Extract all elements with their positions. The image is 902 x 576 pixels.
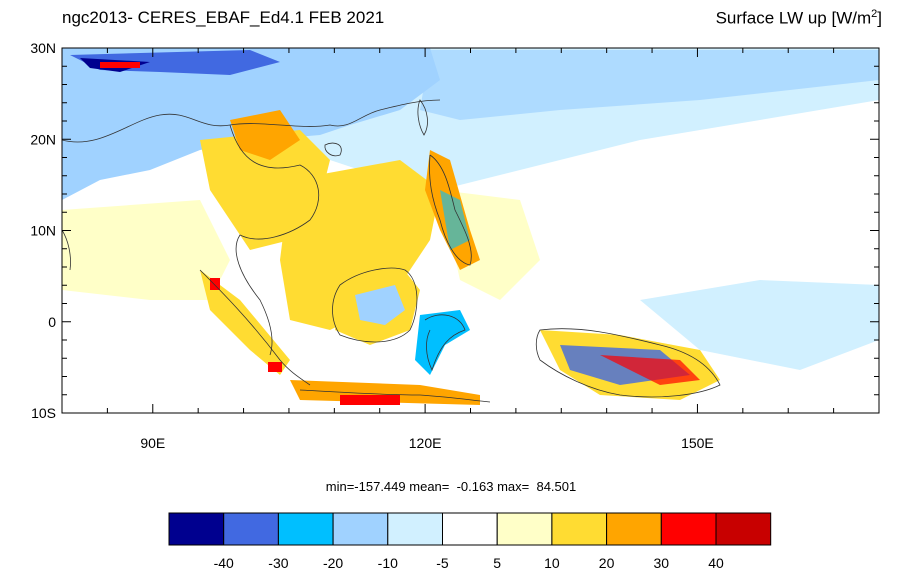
units-text: Surface LW up [W/m [715,8,872,28]
y-tick-label: 20N [30,131,56,147]
colorbar-box [277,512,334,546]
colorbar-label: 5 [493,555,501,571]
map-field-pale-1 [62,200,230,300]
coastline-sulawesi [424,314,466,372]
coastline-philippines [429,154,472,266]
coastline-mainland [62,99,441,143]
coastline-borneo [332,267,418,343]
x-tick-label: 90E [140,435,165,451]
coastline-java [299,389,491,403]
map-tick-labels: 30N 20N 10N 0 10S 90E 120E 150E [30,40,713,451]
colorbar-label: -20 [323,555,343,571]
colorbar-labels: -40 -30 -20 -10 -5 5 10 20 30 40 [214,555,724,571]
colorbar-box [332,512,389,546]
y-tick-label: 10S [31,405,56,421]
colorbar-box [442,512,498,546]
map-field-red-1 [340,395,400,405]
coastline-india [62,229,71,271]
units-close: ] [877,8,882,28]
map-ticks [61,47,880,414]
colorbar-box [551,512,608,546]
y-tick-label: 0 [48,314,56,330]
colorbar-box [496,512,553,546]
map-field-sulawesi [415,310,470,375]
colorbar-boxes [168,512,772,546]
colorbar-box [387,512,443,546]
coastline-taiwan [417,99,428,136]
colorbar-label: -40 [214,555,234,571]
plot-title-left: ngc2013- CERES_EBAF_Ed4.1 FEB 2021 [62,8,385,27]
colorbar-label: 40 [708,555,724,571]
map-field-scs [280,160,440,330]
map-field-philippines-cool [440,190,470,250]
plot-title-right: Surface LW up [W/m2] [716,8,882,29]
stat-mean: mean= -0.163 [409,479,494,494]
y-tick-label: 10N [30,223,56,239]
map-field-pacific [640,280,879,370]
colorbar-box [606,512,662,546]
map-plot: 30N 20N 10N 0 10S 90E 120E 150E [30,40,880,451]
units-superscript: 2 [871,8,878,20]
coastline-newguinea [535,328,721,398]
coastline-hainan [324,142,342,157]
map-field-png-hot [600,355,700,385]
coastline-indochina [229,124,319,356]
y-tick-label: 30N [30,40,56,56]
map-field-sumatra [200,270,290,375]
map-field-java [290,380,480,405]
colorbar-label: -30 [268,555,288,571]
stat-min: min=-157.449 [325,479,406,494]
colorbar-box [715,512,772,546]
stat-max: max= 84.501 [497,479,577,494]
colorbar-label: -5 [436,555,449,571]
colorbar-label: 10 [544,555,560,571]
colorbar-label: 30 [654,555,670,571]
colorbar-box [168,512,225,546]
coastline-sumatra [199,269,311,386]
x-tick-label: 120E [409,435,442,451]
map-field-red-3 [268,362,282,372]
x-tick-label: 150E [681,435,714,451]
colorbar-box [660,512,717,546]
map-field-red-2 [210,278,220,290]
colorbar-label: 20 [599,555,615,571]
map-field-red-4 [100,62,140,68]
map-field-indochina-hot [230,110,300,160]
map-field-north-cool-2 [420,50,879,120]
colorbar-label: -10 [378,555,398,571]
statistics-line: min=-157.449 mean= -0.163 max= 84.501 [0,479,902,494]
colorbar-box [223,512,279,546]
map-field-borneo-cool [355,285,405,325]
